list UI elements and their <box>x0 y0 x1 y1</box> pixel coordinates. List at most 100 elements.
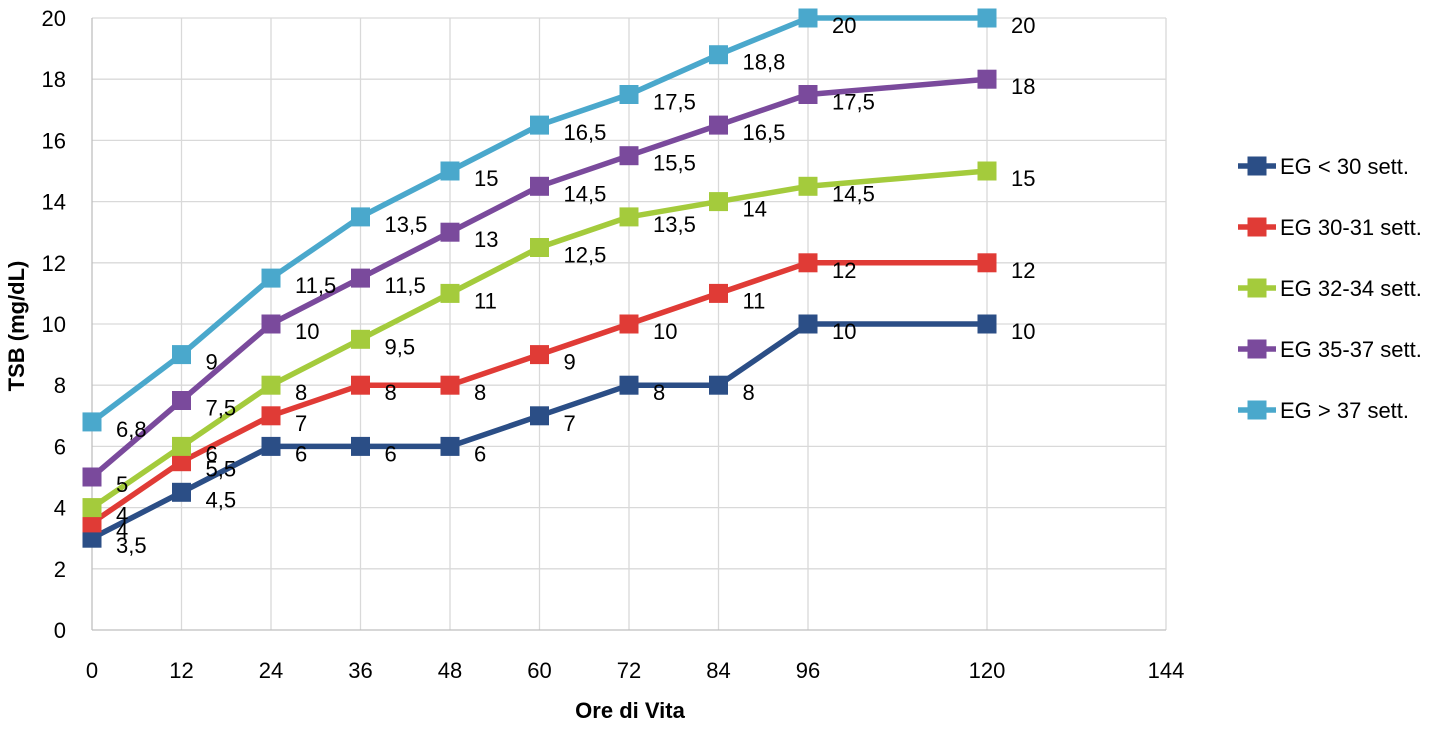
data-point <box>530 345 549 365</box>
data-point <box>172 436 191 456</box>
legend-item: EG > 37 sett. <box>1238 398 1409 423</box>
legend-marker <box>1247 217 1267 237</box>
data-point <box>261 375 281 395</box>
data-label: 4,5 <box>206 487 237 512</box>
legend-label: EG > 37 sett. <box>1280 398 1409 423</box>
data-point <box>351 268 370 288</box>
data-point <box>261 314 281 334</box>
data-label: 6,8 <box>116 417 147 442</box>
legend-marker <box>1247 339 1267 359</box>
data-point <box>530 115 549 135</box>
data-point <box>619 207 639 227</box>
data-point <box>261 436 281 456</box>
data-label: 17,5 <box>653 90 696 115</box>
data-point <box>977 314 997 334</box>
data-point <box>977 69 997 89</box>
legend-item: EG 32-34 sett. <box>1238 276 1422 301</box>
y-tick-label: 0 <box>54 618 66 643</box>
series-2 <box>82 253 997 533</box>
data-label: 16,5 <box>564 120 607 145</box>
series-line <box>89 260 990 526</box>
data-label: 6 <box>385 441 397 466</box>
x-tick-label: 144 <box>1148 658 1185 683</box>
series-1 <box>82 314 997 548</box>
data-label: 16,5 <box>743 120 786 145</box>
data-label: 14,5 <box>832 181 875 206</box>
legend-item: EG 35-37 sett. <box>1238 337 1422 362</box>
data-label: 15 <box>474 166 498 191</box>
data-label: 3,5 <box>116 533 147 558</box>
data-label: 10 <box>832 319 856 344</box>
series-lines <box>82 8 997 548</box>
y-tick-label: 20 <box>42 6 66 31</box>
series-line <box>89 168 990 511</box>
data-label: 7 <box>295 411 307 436</box>
data-label: 5,5 <box>206 457 237 482</box>
y-tick-label: 6 <box>54 434 66 459</box>
series-line <box>89 321 990 541</box>
data-point <box>351 207 370 227</box>
data-point <box>619 375 639 395</box>
data-label: 10 <box>1011 319 1035 344</box>
data-point <box>709 283 728 303</box>
x-tick-label: 120 <box>969 658 1006 683</box>
series-line <box>89 76 990 480</box>
data-label: 6 <box>206 441 218 466</box>
data-label: 14 <box>743 197 767 222</box>
data-point <box>619 85 639 104</box>
legend-label: EG 30-31 sett. <box>1280 215 1422 240</box>
data-label: 14,5 <box>564 181 607 206</box>
data-label: 4 <box>116 518 128 543</box>
data-point <box>172 391 191 410</box>
data-label: 13 <box>474 227 498 252</box>
series-4 <box>82 69 997 487</box>
legend: EG < 30 sett. EG 30-31 sett. EG 32-34 sett… <box>1238 154 1422 423</box>
data-label: 7,5 <box>206 396 237 421</box>
y-tick-label: 16 <box>42 128 66 153</box>
x-tick-label: 96 <box>796 658 820 683</box>
data-point <box>440 283 460 303</box>
data-point <box>709 192 728 212</box>
data-point <box>709 375 728 395</box>
data-label: 7 <box>564 411 576 436</box>
data-point <box>709 115 728 135</box>
data-label: 11,5 <box>385 273 426 298</box>
x-tick-label: 84 <box>706 658 730 683</box>
data-label: 9 <box>206 350 218 375</box>
y-tick-label: 12 <box>42 251 66 276</box>
data-label: 13,5 <box>385 212 428 237</box>
legend-label: EG < 30 sett. <box>1280 154 1409 179</box>
data-point <box>798 314 818 334</box>
x-tick-label: 60 <box>527 658 551 683</box>
data-label: 15,5 <box>653 151 696 176</box>
data-point <box>977 161 997 181</box>
data-point <box>351 436 370 456</box>
x-tick-label: 24 <box>259 658 283 683</box>
data-point <box>530 238 549 257</box>
data-point <box>172 452 191 472</box>
x-tick-label: 72 <box>617 658 641 683</box>
series-3 <box>82 161 997 518</box>
legend-label: EG 35-37 sett. <box>1280 337 1422 362</box>
legend-item: EG < 30 sett. <box>1238 154 1409 179</box>
data-point <box>798 8 818 28</box>
x-tick-label: 48 <box>438 658 462 683</box>
data-label: 9,5 <box>385 334 416 359</box>
data-label: 8 <box>385 380 397 405</box>
data-label: 18 <box>1011 74 1035 99</box>
data-point <box>172 345 191 365</box>
data-point <box>977 253 997 273</box>
data-point <box>440 375 460 395</box>
data-point <box>82 467 102 487</box>
data-point <box>261 268 281 288</box>
data-point <box>619 314 639 334</box>
data-point <box>977 8 997 28</box>
data-label: 4 <box>116 503 128 528</box>
data-label: 12,5 <box>564 243 607 268</box>
legend-label: EG 32-34 sett. <box>1280 276 1422 301</box>
data-label: 20 <box>832 13 856 38</box>
data-label: 8 <box>474 380 486 405</box>
legend-marker <box>1247 278 1267 298</box>
